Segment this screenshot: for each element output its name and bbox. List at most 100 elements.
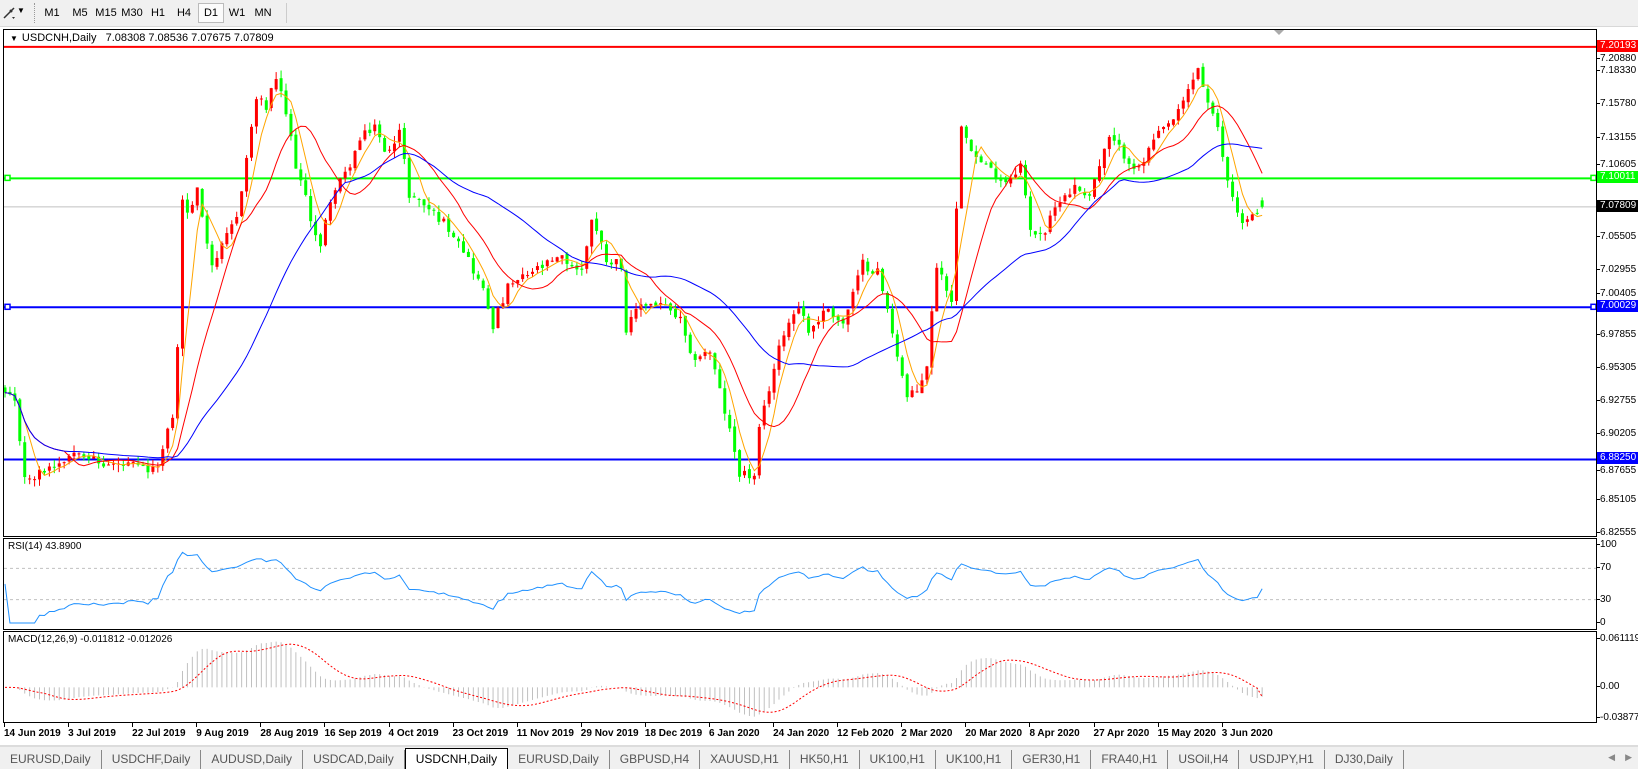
candle-down [304, 180, 308, 195]
tab-eurusd-daily[interactable]: EURUSD,Daily [508, 750, 610, 769]
tab-uk100-h1[interactable]: UK100,H1 [860, 750, 936, 769]
tab-dj30-daily[interactable]: DJ30,Daily [1325, 750, 1404, 769]
date-label: 15 May 2020 [1157, 723, 1216, 739]
tab-usoil-h4[interactable]: USOil,H4 [1168, 750, 1240, 769]
candle-down [984, 163, 988, 165]
candle-down [466, 251, 470, 258]
tab-usdchf-daily[interactable]: USDCHF,Daily [102, 750, 202, 769]
candle-up [190, 204, 194, 213]
timeframe-m5[interactable]: M5 [72, 7, 88, 19]
candle-down [402, 127, 406, 159]
scroll-left-icon[interactable]: ◀ [1608, 752, 1616, 762]
price-tag: 7.07809 [1597, 199, 1638, 212]
candle-down [885, 292, 889, 309]
tab-fra40-h1[interactable]: FRA40,H1 [1091, 750, 1169, 769]
timeframe-d1[interactable]: D1 [198, 3, 224, 23]
tab-hk50-h1[interactable]: HK50,H1 [790, 750, 860, 769]
candle-up [235, 217, 239, 224]
ma-slow-line [4, 143, 1263, 459]
candle-up [812, 325, 816, 332]
date-label: 6 Jan 2020 [708, 723, 760, 739]
candle-down [1236, 197, 1239, 213]
candle-up [935, 267, 939, 312]
candle-down [200, 189, 204, 217]
candle-down [836, 316, 840, 321]
timeframe-w1[interactable]: W1 [228, 7, 246, 19]
candle-down [575, 265, 579, 270]
price-tick: 7.15780 [1597, 97, 1637, 109]
timeframe-m30[interactable]: M30 [121, 7, 143, 19]
timeframe-mn[interactable]: MN [254, 7, 272, 19]
candle-down [644, 304, 648, 306]
candle-down [471, 258, 475, 274]
candle-up [1245, 219, 1249, 222]
candle-up [195, 187, 199, 206]
candle-down [624, 270, 628, 333]
tab-usdcad-daily[interactable]: USDCAD,Daily [303, 750, 405, 769]
candle-down [723, 388, 727, 414]
macd-panel[interactable]: MACD(12,26,9) -0.011812 -0.012026 [3, 631, 1597, 723]
candle-down [146, 465, 150, 473]
candle-down [1028, 196, 1032, 230]
candle-up [782, 335, 786, 347]
candle-down [1078, 186, 1082, 191]
toolbar-grip[interactable] [34, 3, 37, 23]
candle-down [718, 369, 722, 389]
candle-up [338, 178, 342, 192]
timeframe-m15[interactable]: M15 [95, 7, 117, 19]
candle-down [289, 113, 293, 137]
chart-shift-marker-icon [1274, 30, 1284, 35]
timeframe-m1[interactable]: M1 [44, 7, 60, 19]
candle-up [1157, 130, 1161, 138]
tab-usdjpy-h1[interactable]: USDJPY,H1 [1239, 750, 1325, 769]
candle-down [900, 357, 904, 376]
tab-eurusd-daily[interactable]: EURUSD,Daily [0, 750, 102, 769]
timeframe-h1[interactable]: H1 [150, 7, 166, 19]
line-tool-icon[interactable] [2, 5, 20, 21]
symbol-label: USDCNH,Daily [21, 32, 97, 44]
candle-up [230, 224, 234, 234]
candle-up [107, 464, 111, 466]
collapse-triangle-icon[interactable]: ▼ [10, 34, 18, 43]
candle-up [328, 202, 332, 221]
hline-handle-left [4, 174, 11, 182]
candle-down [604, 244, 608, 263]
candle-up [245, 157, 249, 192]
candle-down [299, 169, 303, 181]
tab-xauusd-h1[interactable]: XAUUSD,H1 [700, 750, 790, 769]
tab-ger30-h1[interactable]: GER30,H1 [1012, 750, 1092, 769]
price-axis[interactable]: 7.20193 7.10011 7.07809 7.00029 6.88250 7.208… [1597, 29, 1638, 537]
candle-up [373, 124, 377, 132]
candle-down [417, 198, 421, 200]
candle-up [348, 167, 352, 171]
tool-dropdown-arrow-icon[interactable]: ▼ [17, 6, 25, 15]
candle-up [1196, 68, 1200, 80]
candle-up [57, 463, 61, 467]
candle-up [851, 291, 855, 309]
candle-down [673, 308, 677, 318]
price-chart-panel[interactable]: ▼ USDCNH,Daily 7.08308 7.08536 7.07675 7.078… [3, 29, 1597, 537]
candle-down [407, 157, 411, 198]
candle-down [1132, 163, 1136, 169]
price-tag: 7.20193 [1597, 39, 1638, 52]
tab-usdcnh-daily[interactable]: USDCNH,Daily [404, 748, 509, 769]
candle-down [738, 450, 742, 477]
tab-gbpusd-h4[interactable]: GBPUSD,H4 [610, 750, 701, 769]
candle-down [461, 241, 465, 253]
date-label: 9 Aug 2019 [196, 723, 249, 739]
candle-up [166, 428, 170, 449]
scroll-right-icon[interactable]: ▶ [1625, 752, 1632, 762]
candle-up [392, 143, 396, 152]
candle-down [447, 218, 451, 232]
candle-up [358, 140, 362, 150]
tab-uk100-h1[interactable]: UK100,H1 [936, 750, 1013, 769]
timeframe-toolbar: ▼ M1 M5 M15 M30 H1 H4 D1 W1 MN [0, 0, 1638, 27]
tab-audusd-daily[interactable]: AUDUSD,Daily [201, 750, 304, 769]
timeframe-h4[interactable]: H4 [176, 7, 192, 19]
candle-up [743, 470, 746, 476]
candle-down [609, 262, 613, 265]
candle-down [600, 230, 604, 243]
candlestick-chart [4, 30, 1596, 487]
rsi-panel[interactable]: RSI(14) 43.8900 [3, 538, 1597, 630]
candle-up [856, 275, 860, 291]
